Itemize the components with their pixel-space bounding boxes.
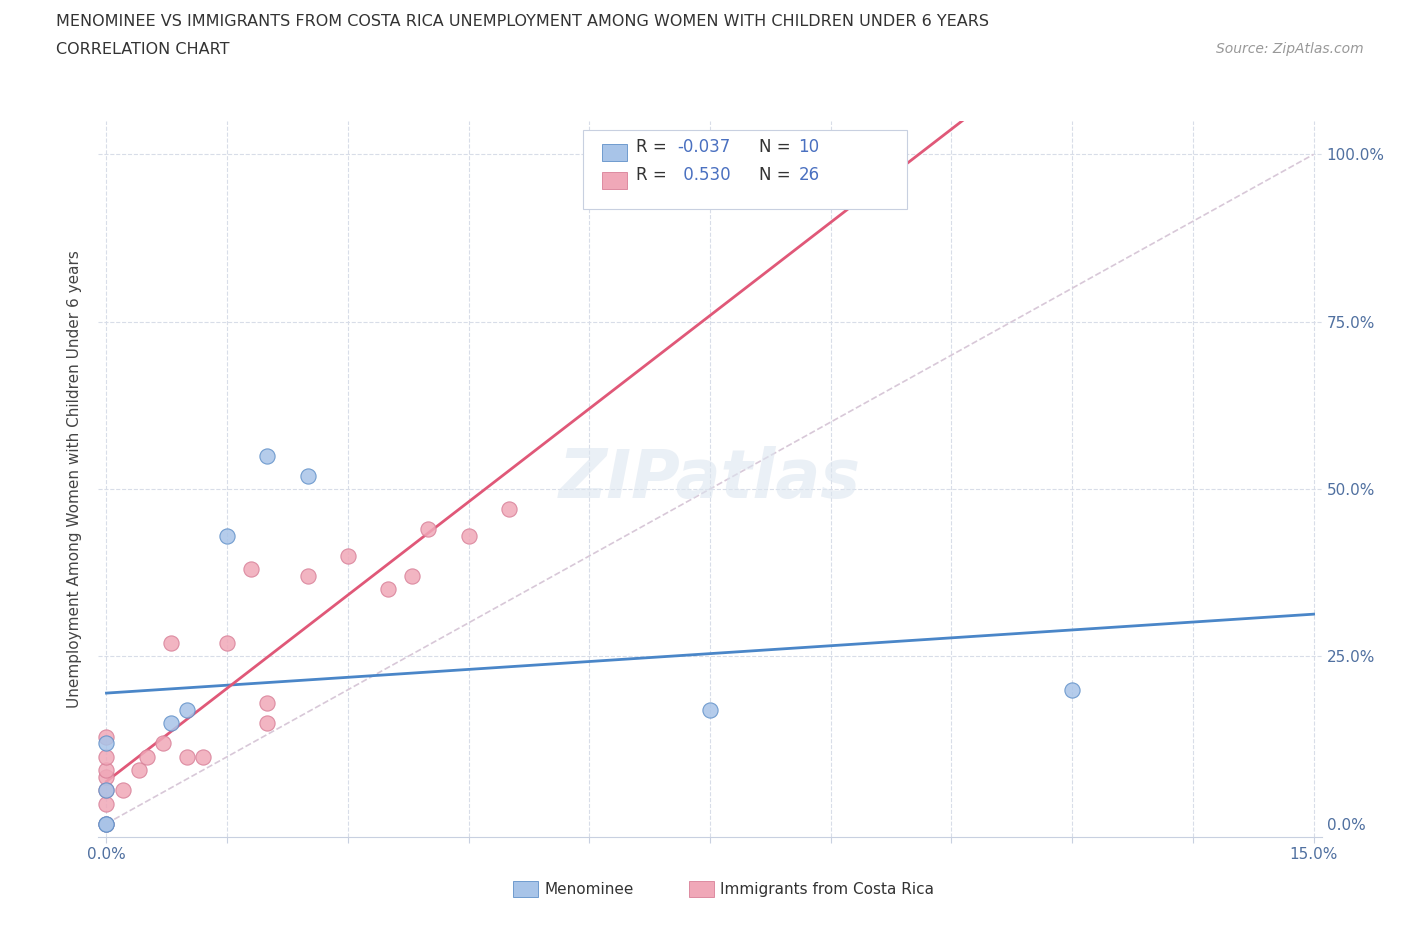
Text: N =: N = <box>759 138 796 156</box>
Point <box>457 528 479 543</box>
Point <box>160 716 183 731</box>
Text: Menominee: Menominee <box>544 882 634 897</box>
Point <box>135 750 157 764</box>
Point <box>96 796 118 811</box>
Text: N =: N = <box>759 166 796 184</box>
Point <box>418 522 440 537</box>
Point <box>176 750 198 764</box>
Point <box>96 736 118 751</box>
Text: R =: R = <box>636 138 672 156</box>
Text: R =: R = <box>636 166 672 184</box>
Point <box>297 468 319 483</box>
Text: CORRELATION CHART: CORRELATION CHART <box>56 42 229 57</box>
Point <box>191 750 214 764</box>
Point <box>699 702 721 717</box>
Point <box>336 549 359 564</box>
Point <box>96 817 118 831</box>
Point <box>96 783 118 798</box>
Text: Source: ZipAtlas.com: Source: ZipAtlas.com <box>1216 42 1364 56</box>
Point <box>111 783 134 798</box>
Point <box>152 736 174 751</box>
Point <box>256 716 278 731</box>
Point <box>217 528 239 543</box>
Point <box>96 729 118 744</box>
Text: Immigrants from Costa Rica: Immigrants from Costa Rica <box>720 882 934 897</box>
Text: MENOMINEE VS IMMIGRANTS FROM COSTA RICA UNEMPLOYMENT AMONG WOMEN WITH CHILDREN U: MENOMINEE VS IMMIGRANTS FROM COSTA RICA … <box>56 14 990 29</box>
Point <box>217 635 239 650</box>
Text: 0.530: 0.530 <box>678 166 730 184</box>
Point <box>96 763 118 777</box>
Point <box>401 568 423 583</box>
Point <box>160 635 183 650</box>
Point <box>96 769 118 784</box>
Text: 10: 10 <box>799 138 820 156</box>
Point <box>96 817 118 831</box>
Point <box>498 501 520 516</box>
Point <box>820 180 842 195</box>
Point <box>176 702 198 717</box>
Point <box>128 763 150 777</box>
Point <box>96 817 118 831</box>
Point <box>1062 683 1084 698</box>
Point <box>240 562 263 577</box>
Text: 26: 26 <box>799 166 820 184</box>
Text: -0.037: -0.037 <box>678 138 731 156</box>
Point <box>377 582 399 597</box>
Y-axis label: Unemployment Among Women with Children Under 6 years: Unemployment Among Women with Children U… <box>67 250 83 708</box>
Point <box>96 783 118 798</box>
Point <box>96 750 118 764</box>
Text: ZIPatlas: ZIPatlas <box>560 446 860 512</box>
Point <box>256 696 278 711</box>
Point <box>256 448 278 463</box>
Point <box>297 568 319 583</box>
